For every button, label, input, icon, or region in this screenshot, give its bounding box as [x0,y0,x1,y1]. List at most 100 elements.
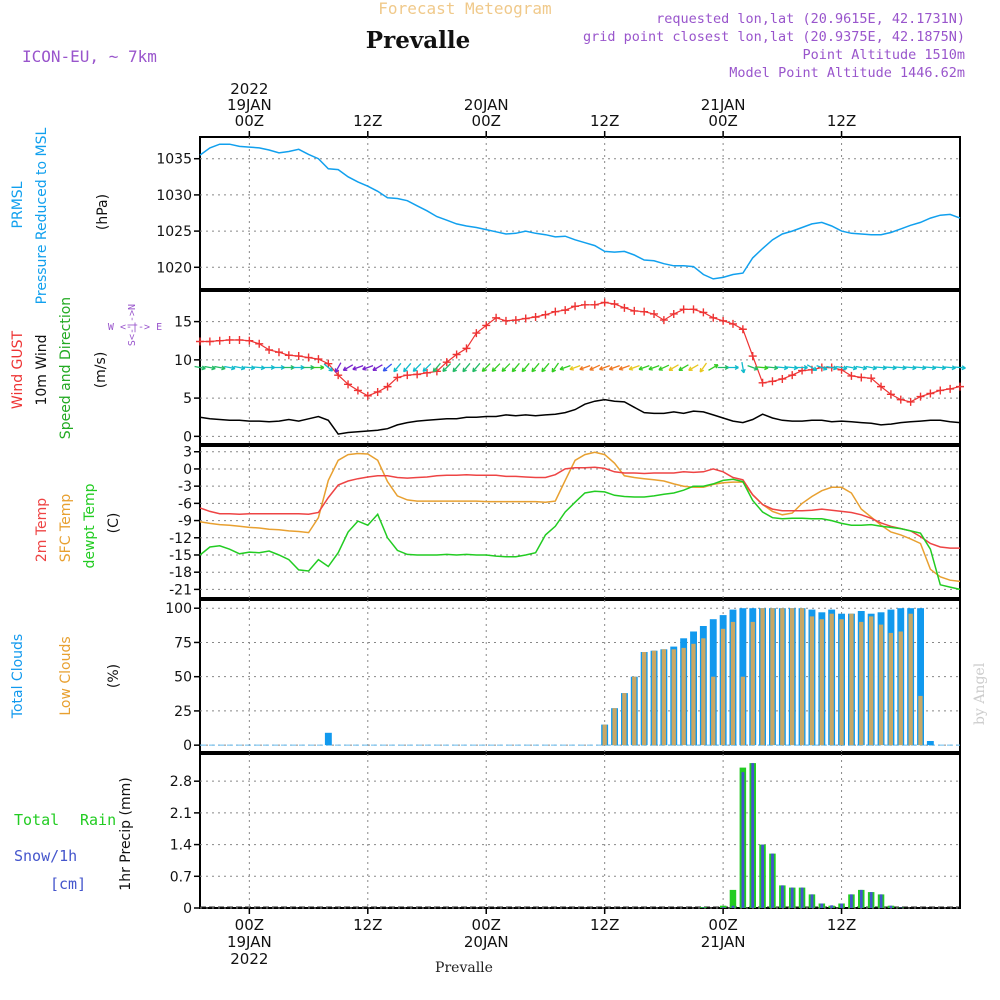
wind-vector-arrow [717,365,729,370]
wind-gust-marker [205,337,214,346]
wind-vector-arrow [214,365,226,371]
snow-bar [731,905,735,908]
bottom-time-label: 12Z [827,916,856,934]
pressure-tick-label: 1020 [156,260,192,276]
wind-gust-marker [472,329,481,338]
wind-vector-arrow [905,365,917,371]
wind-gust-marker [659,316,668,325]
total-cloud-bar [739,608,747,746]
wind-vector-arrow [678,364,689,371]
low-cloud-bar [730,621,736,746]
wind-gust-marker [847,371,856,380]
wind-gust-marker [867,374,876,383]
snow-bar [889,905,893,908]
compass-we: W <-|-> E [108,322,162,333]
precip-tick-label: 2.1 [170,806,192,822]
pressure-label-prmsl: PRMSL [10,181,26,228]
temp-tick-label: -9 [178,514,192,530]
wind-gust-marker [541,310,550,319]
pressure-tick-label: 1030 [156,188,192,204]
bottom-time-label: 12Z [353,916,382,934]
wind-vector-arrow [224,365,236,371]
low-cloud-bar [898,631,903,746]
snow-bar [800,887,804,908]
top-time-label: 19JAN [227,96,272,114]
wind-vector-arrow [372,364,383,371]
snow-bar [771,853,774,908]
wind-vector-arrow [393,362,402,373]
low-cloud-bar [701,638,706,746]
low-cloud-bar [878,624,884,746]
wind-gust-marker [274,348,283,357]
wind-gust-marker [561,306,570,315]
wind-vector-arrow [481,363,491,373]
wind-gust-marker [946,384,955,393]
pressure-unit: (hPa) [95,194,111,230]
snow-bar [879,894,883,908]
wind-vector-arrow [233,365,246,371]
gridpoint-coords: grid point closest lon,lat (20.9375E, 42… [583,29,965,45]
requested-coords: requested lon,lat (20.9615E, 42.1731N) [656,11,965,27]
wind-gust-marker [225,335,234,344]
wind-gust-marker [383,382,392,391]
wind-gust-marker [482,321,491,330]
low-cloud-bar [819,619,824,746]
precip-panel: 0 0.7 1.4 2.1 2.8 [170,753,961,917]
wind-vector-arrow [776,365,789,371]
top-time-label: 00Z [472,112,501,130]
bottom-time-label: 00Z [472,916,501,934]
wind-gust-marker [442,358,451,367]
precip-tick-label: 1.4 [170,838,192,854]
snow-bar [751,763,755,908]
wind-vector-arrow [293,365,305,370]
wind-vector-arrow [727,365,739,370]
wind-vector-arrow [569,364,581,371]
low-cloud-bar [602,724,607,746]
low-cloud-bar [632,676,637,746]
temp-tick-label: -21 [169,582,192,598]
wind-vector-arrow [531,362,540,373]
wind-vector-arrow [589,364,601,371]
low-cloud-bar [790,608,795,746]
snow-bar [810,894,814,908]
wind-gust-marker [403,371,412,380]
precip-tick-label: 0 [183,901,192,917]
low-cloud-bar [839,619,844,746]
clouds-frame [199,599,961,753]
snow-bar [721,907,725,908]
wind-gust-marker [363,391,372,400]
snow-bar [790,887,794,908]
wind-vector-arrow [412,363,422,373]
precip-total-label: Total [14,811,59,829]
wind-gust-marker [728,319,737,328]
low-cloud-bar [760,608,765,746]
bottom-time-label: 20JAN [464,933,509,951]
point-altitude: Point Altitude 1510m [802,47,965,63]
low-cloud-bar [642,652,647,746]
top-time-label: 00Z [708,112,737,130]
precip-snow-label: Snow/1h [14,847,77,865]
wind-gust-marker [294,352,303,361]
low-cloud-bar [720,628,726,746]
total-cloud-bar [917,608,924,746]
clouds-tick-label: 25 [174,704,192,720]
temperature-panel: 30-3-6 -9-12-15-18-21 [169,445,961,599]
wind-gust-marker [886,390,895,399]
wind-vector-arrow [875,365,887,371]
top-time-label: 2022 [230,80,268,98]
wind-gust-marker [669,309,678,318]
temp-sfc-label: SFC Temp [58,494,74,563]
location-title: Prevalle [366,27,470,54]
wind-speed-dir-label: Speed and Direction [58,297,74,439]
temp-tick-label: -6 [178,496,192,512]
wind-gust-marker [373,387,382,396]
wind-vector-arrow [491,363,501,373]
snow-bar [741,772,745,908]
precip-frame [199,753,961,909]
wind-gust-marker [393,373,402,382]
low-cloud-bar [740,676,745,746]
wind-vector-arrow [648,364,660,371]
wind-gust-marker [551,307,560,316]
compass-ns: S<-|->N [127,304,138,346]
wind-vector-arrow [334,362,342,373]
